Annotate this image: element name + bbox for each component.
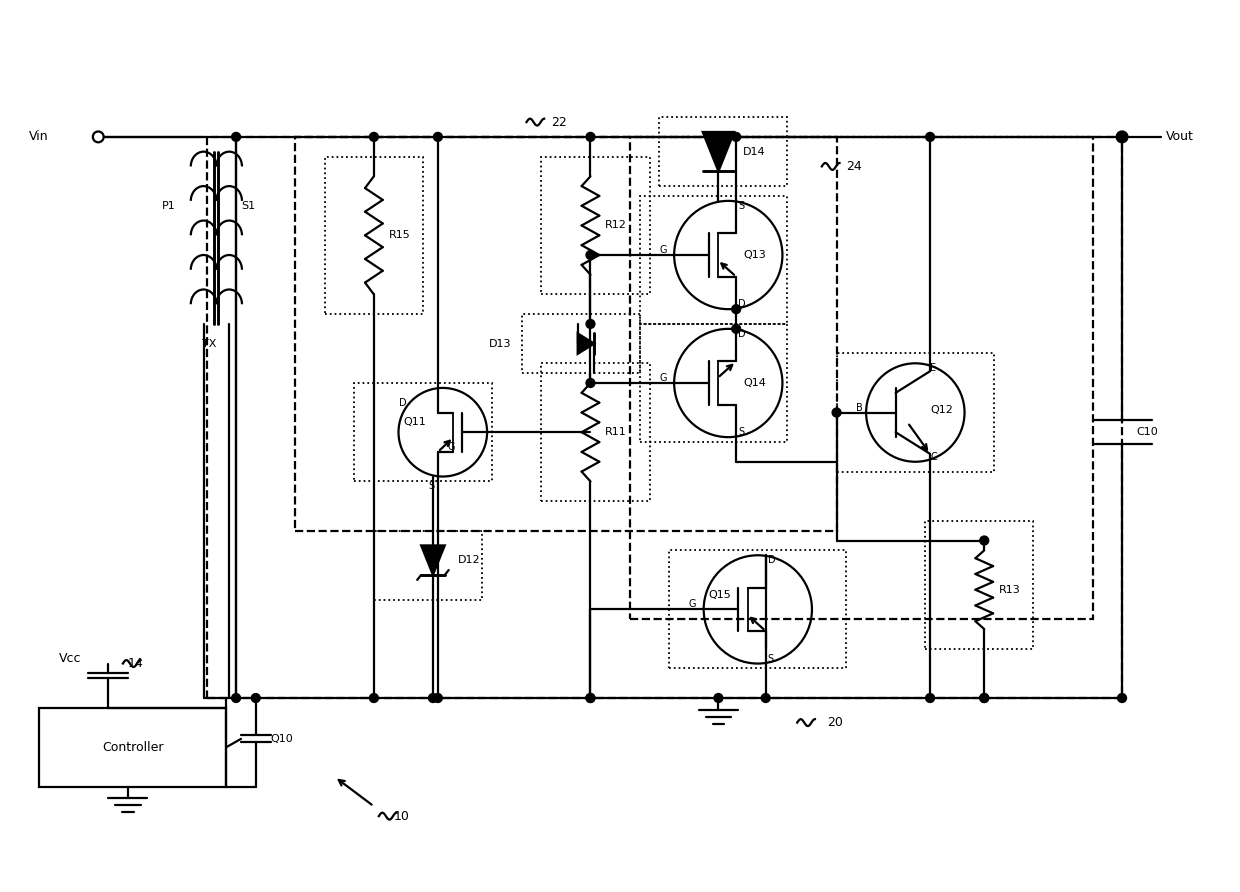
- Text: 20: 20: [827, 716, 843, 729]
- Bar: [355, 383, 492, 482]
- Bar: [670, 550, 847, 668]
- Bar: [837, 353, 994, 472]
- Text: S1: S1: [241, 201, 255, 211]
- Text: Q12: Q12: [930, 405, 954, 415]
- Text: D14: D14: [743, 146, 765, 157]
- Text: Q11: Q11: [403, 417, 427, 427]
- Circle shape: [832, 409, 841, 417]
- Bar: [640, 196, 787, 324]
- Circle shape: [587, 132, 595, 141]
- Bar: [40, 708, 226, 787]
- Text: Q14: Q14: [743, 378, 766, 388]
- Text: D: D: [738, 329, 745, 339]
- Circle shape: [714, 132, 723, 141]
- Text: 10: 10: [393, 810, 409, 822]
- Text: C10: C10: [1137, 427, 1158, 437]
- Bar: [374, 531, 482, 599]
- Text: Controller: Controller: [102, 740, 164, 754]
- Circle shape: [980, 536, 988, 545]
- Bar: [522, 314, 640, 373]
- Text: Vout: Vout: [1167, 130, 1194, 144]
- Text: R11: R11: [605, 427, 627, 437]
- Circle shape: [714, 694, 723, 702]
- Circle shape: [714, 132, 723, 141]
- Bar: [925, 521, 1033, 648]
- Circle shape: [587, 319, 595, 328]
- Circle shape: [232, 132, 241, 141]
- Bar: [325, 157, 423, 314]
- Text: G: G: [660, 373, 667, 383]
- Bar: [295, 136, 837, 531]
- Bar: [541, 157, 650, 294]
- Text: D: D: [738, 299, 745, 310]
- Text: 14: 14: [128, 657, 144, 670]
- Text: S: S: [738, 201, 744, 211]
- Text: 24: 24: [847, 160, 862, 173]
- Text: D: D: [398, 398, 407, 408]
- Circle shape: [434, 694, 443, 702]
- Circle shape: [429, 694, 438, 702]
- Bar: [630, 136, 1092, 619]
- Circle shape: [252, 694, 260, 702]
- Circle shape: [732, 325, 740, 334]
- Bar: [640, 324, 787, 442]
- Circle shape: [587, 694, 595, 702]
- Circle shape: [980, 694, 988, 702]
- Circle shape: [587, 378, 595, 387]
- Bar: [541, 363, 650, 501]
- Text: R12: R12: [605, 220, 627, 230]
- Circle shape: [732, 305, 740, 314]
- Bar: [660, 117, 787, 186]
- Text: Q13: Q13: [743, 250, 766, 260]
- Text: Q10: Q10: [270, 734, 294, 744]
- Text: R15: R15: [388, 230, 410, 240]
- Polygon shape: [578, 334, 594, 354]
- Circle shape: [1117, 694, 1126, 702]
- Text: D12: D12: [458, 555, 480, 566]
- Bar: [207, 136, 1122, 698]
- Text: G: G: [448, 442, 455, 452]
- Circle shape: [732, 132, 740, 141]
- Circle shape: [587, 251, 595, 260]
- Circle shape: [587, 694, 595, 702]
- Polygon shape: [422, 545, 445, 575]
- Text: S: S: [428, 482, 434, 491]
- Text: 22: 22: [551, 116, 567, 128]
- Circle shape: [370, 132, 378, 141]
- Text: G: G: [660, 245, 667, 255]
- Circle shape: [761, 694, 770, 702]
- Text: Q15: Q15: [708, 590, 732, 599]
- Text: S: S: [738, 427, 744, 437]
- Text: Vcc: Vcc: [58, 652, 82, 665]
- Text: R13: R13: [999, 585, 1021, 595]
- Text: E: E: [930, 363, 936, 373]
- Circle shape: [370, 694, 378, 702]
- Polygon shape: [703, 132, 734, 171]
- Circle shape: [434, 132, 443, 141]
- Circle shape: [232, 694, 241, 702]
- Text: C: C: [930, 452, 937, 462]
- Text: S: S: [768, 654, 774, 664]
- Text: P1: P1: [162, 201, 176, 211]
- Text: D13: D13: [490, 339, 512, 349]
- Circle shape: [980, 694, 988, 702]
- Text: G: G: [689, 599, 697, 609]
- Text: TX: TX: [202, 339, 216, 349]
- Circle shape: [1117, 132, 1126, 141]
- Circle shape: [926, 132, 935, 141]
- Text: B: B: [857, 402, 863, 413]
- Circle shape: [926, 694, 935, 702]
- Text: D: D: [768, 555, 775, 566]
- Text: Vin: Vin: [30, 130, 48, 144]
